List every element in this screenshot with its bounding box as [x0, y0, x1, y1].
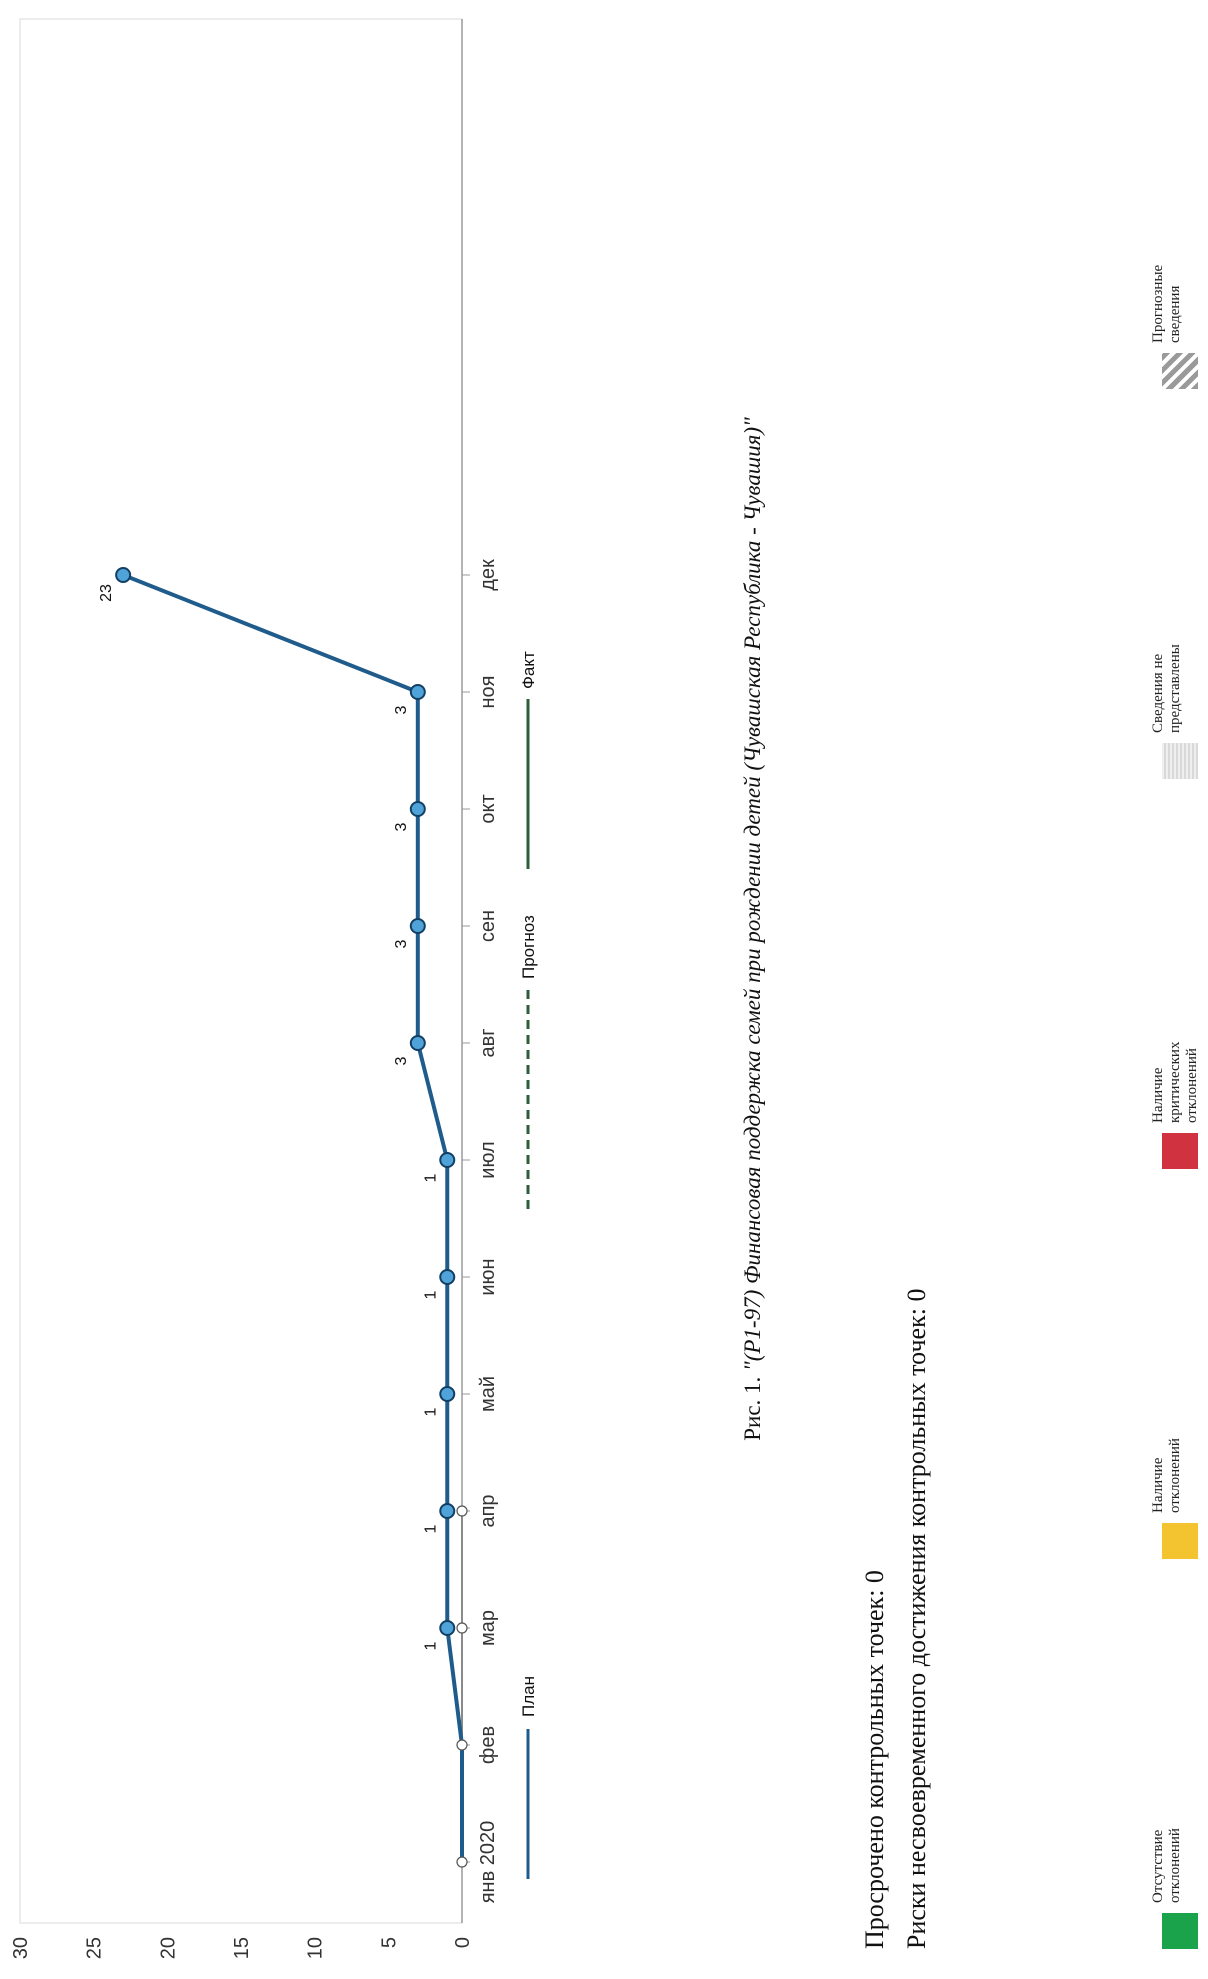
status-label: Прогнозные сведения [1150, 264, 1183, 343]
plan-point [439, 1620, 456, 1636]
y-tick-label: 10 [305, 1937, 327, 1959]
fact-point [456, 1622, 468, 1634]
plan-data-label: 3 [393, 939, 410, 948]
plan-data-label: 23 [98, 584, 115, 602]
legend-label-fact: Факт [519, 651, 538, 689]
fact-point [456, 1856, 468, 1868]
y-tick-label: 25 [84, 1937, 106, 1959]
x-tick-label: мар [477, 1610, 499, 1646]
status-swatch-red [1162, 1133, 1198, 1169]
x-tick-label: сен [477, 910, 499, 942]
y-tick-label: 30 [10, 1937, 32, 1959]
plot-frame [19, 18, 463, 1924]
plan-data-label: 1 [422, 1290, 439, 1299]
legend-label-forecast: Прогноз [519, 915, 538, 979]
plan-data-label: 1 [422, 1173, 439, 1182]
x-tick-label: фев [477, 1726, 499, 1764]
x-tick-label: май [477, 1376, 499, 1412]
plan-point [439, 1503, 456, 1519]
status-label: Наличие критических отклонений [1150, 1041, 1200, 1123]
x-tick-label: янв 2020 [477, 1821, 499, 1904]
plan-point [439, 1386, 456, 1402]
x-tick-label: апр [477, 1494, 499, 1527]
y-tick-label: 15 [231, 1937, 253, 1959]
status-swatch-gray [1162, 743, 1198, 779]
fact-point [456, 1739, 468, 1751]
status-label: Сведения не представлены [1150, 644, 1183, 733]
figure-caption: Рис. 1. "(P1-97) Финансовая поддержка се… [740, 379, 766, 1479]
status-swatch-hatched [1162, 353, 1198, 389]
caption-title: "(P1-97) Финансовая поддержка семей при … [740, 417, 765, 1371]
y-tick-label: 20 [157, 1937, 179, 1959]
legend-label-plan: План [519, 1676, 538, 1717]
plan-data-label: 1 [422, 1524, 439, 1533]
status-label: Наличие отклонений [1150, 1438, 1183, 1513]
plan-point [115, 567, 132, 583]
x-tick-label: июн [477, 1258, 499, 1295]
status-label: Отсутствие отклонений [1150, 1828, 1183, 1903]
plan-data-label: 3 [393, 705, 410, 714]
y-tick-label: 0 [452, 1937, 474, 1948]
plan-data-label: 3 [393, 1056, 410, 1065]
status-swatch-green [1162, 1913, 1198, 1949]
x-tick-label: ноя [477, 676, 499, 709]
series-line-plan [122, 573, 464, 1862]
status-swatch-yellow [1162, 1523, 1198, 1559]
plan-point [409, 1035, 426, 1051]
plan-point [409, 918, 426, 934]
x-tick-label: авг [477, 1028, 499, 1057]
plan-point [439, 1152, 456, 1168]
overdue-count: Просрочено контрольных точек: 0 [860, 1570, 889, 1949]
line-chart: 0 5 10 15 20 25 30 янв 2020 фев мар апр май июн июл а… [10, 18, 538, 1959]
caption-prefix: Рис. 1. [740, 1376, 765, 1441]
risk-count: Риски несвоевременного достижения контро… [902, 1288, 931, 1949]
plan-point [409, 801, 426, 817]
status-legend: Отсутствие отклонений Наличие отклонений… [1150, 49, 1205, 1949]
plan-data-label: 3 [393, 822, 410, 831]
x-tick-label: июл [477, 1141, 499, 1178]
plan-point [439, 1269, 456, 1285]
y-tick-label: 5 [378, 1937, 400, 1948]
plan-data-label: 1 [422, 1407, 439, 1416]
fact-point [456, 1505, 468, 1517]
plan-data-label: 1 [422, 1641, 439, 1650]
x-tick-label: дек [477, 559, 499, 591]
plan-point [409, 684, 426, 700]
x-tick-label: окт [477, 794, 499, 823]
